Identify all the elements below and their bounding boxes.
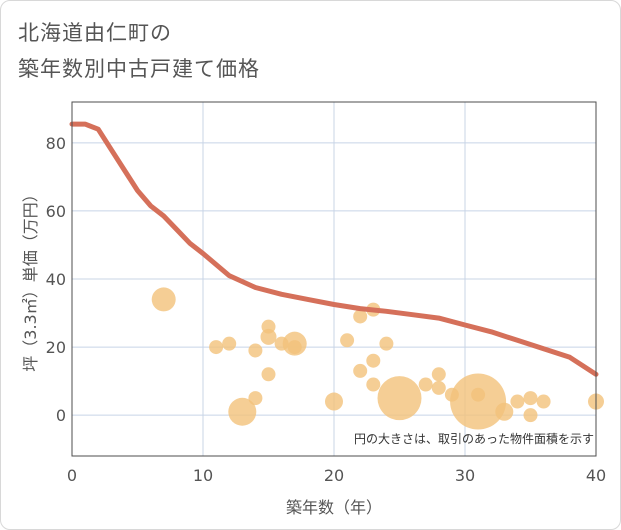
bubble-point: [353, 309, 368, 324]
bubble-point: [287, 340, 302, 355]
x-tick-label: 0: [67, 466, 77, 485]
bubble-point: [495, 402, 514, 421]
bubble-point: [377, 376, 422, 421]
y-tick-label: 80: [46, 134, 66, 153]
bubble-point: [248, 391, 263, 406]
bubble-point: [431, 367, 446, 382]
bubble-point: [523, 391, 538, 406]
bubble-point: [536, 394, 551, 409]
bubble-point: [431, 380, 446, 395]
x-tick-label: 40: [586, 466, 606, 485]
bubble-point: [366, 377, 381, 392]
bubble-point: [151, 287, 176, 312]
trend-line-series: [69, 121, 599, 377]
y-tick-label: 0: [56, 406, 66, 425]
bubble-point: [228, 397, 257, 426]
bubble-point: [418, 377, 433, 392]
bubble-point: [353, 363, 368, 378]
x-axis-label: 築年数（年）: [286, 498, 382, 517]
chart-title-line1: 北海道由仁町の: [18, 21, 172, 45]
bubble-point: [366, 353, 381, 368]
bubble-series: [151, 287, 604, 430]
plot-frame: [71, 101, 597, 457]
bubble-point: [260, 328, 277, 345]
bubble-point: [222, 336, 237, 351]
chart-title-line2: 築年数別中古戸建て価格: [18, 57, 260, 81]
y-tick-label: 20: [46, 338, 66, 357]
x-tick-label: 10: [193, 466, 213, 485]
bubble-point: [261, 367, 276, 382]
trend-line: [69, 121, 599, 377]
x-tick-label: 30: [455, 466, 475, 485]
bubble-point: [510, 394, 525, 409]
bubble-point: [248, 343, 263, 358]
axis-ticks: 0 10 20 30 40 0 20 40 60 80: [46, 134, 607, 485]
bubble-point: [340, 333, 355, 348]
chart-title: 北海道由仁町の 築年数別中古戸建て価格: [18, 15, 260, 87]
bubble-point: [379, 336, 394, 351]
bubble-point: [523, 408, 538, 423]
x-tick-label: 20: [324, 466, 344, 485]
bubble-size-note: 円の大きさは、取引のあった物件面積を示す: [354, 431, 594, 446]
bubble-point: [325, 392, 343, 411]
bubble-point: [209, 340, 224, 355]
bubble-point: [450, 373, 507, 430]
y-tick-label: 60: [46, 202, 66, 221]
y-tick-label: 40: [46, 270, 66, 289]
y-axis-label: 坪（3.3㎡）単価（万円）: [21, 186, 40, 371]
